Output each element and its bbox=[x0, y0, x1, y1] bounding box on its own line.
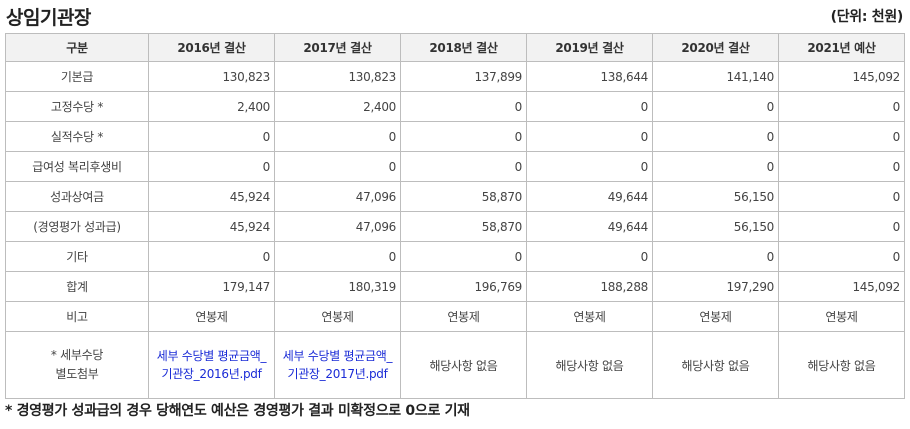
remarks-row: 비고 연봉제 연봉제 연봉제 연봉제 연봉제 연봉제 bbox=[5, 301, 905, 332]
table-cell: 0 bbox=[526, 241, 653, 272]
attachment-label-line1: * 세부수당 bbox=[50, 348, 104, 362]
table-cell: 0 bbox=[274, 121, 401, 152]
table-cell: 188,288 bbox=[526, 271, 653, 302]
page-title: 상임기관장 bbox=[6, 7, 91, 29]
table-cell: 0 bbox=[526, 91, 653, 122]
salary-table: 구분 2016년 결산 2017년 결산 2018년 결산 2019년 결산 2… bbox=[5, 33, 905, 399]
table-cell: 179,147 bbox=[148, 271, 275, 302]
header-category: 구분 bbox=[5, 33, 149, 62]
table-cell: 0 bbox=[778, 181, 905, 212]
table-cell: 연봉제 bbox=[526, 301, 653, 332]
table-cell: 0 bbox=[652, 151, 779, 182]
table-cell: 130,823 bbox=[148, 61, 275, 92]
row-label: 성과상여금 bbox=[5, 181, 149, 212]
row-label: 고정수당 * bbox=[5, 91, 149, 122]
table-cell: 2,400 bbox=[274, 91, 401, 122]
table-cell: 0 bbox=[400, 151, 527, 182]
row-label: (경영평가 성과급) bbox=[5, 211, 149, 242]
table-cell: 0 bbox=[400, 241, 527, 272]
table-cell: 세부 수당별 평균금액_기관장_2017년.pdf bbox=[274, 331, 401, 399]
table-cell: 0 bbox=[526, 121, 653, 152]
row-label: * 세부수당 별도첨부 bbox=[5, 331, 149, 399]
table-cell: 197,290 bbox=[652, 271, 779, 302]
table-cell: 0 bbox=[778, 91, 905, 122]
header-2019: 2019년 결산 bbox=[526, 33, 653, 62]
table-cell: 49,644 bbox=[526, 181, 653, 212]
table-cell: 0 bbox=[148, 241, 275, 272]
table-cell: 연봉제 bbox=[148, 301, 275, 332]
table-cell: 연봉제 bbox=[400, 301, 527, 332]
table-cell: 0 bbox=[778, 241, 905, 272]
unit-label: (단위: 천원) bbox=[830, 9, 904, 25]
table-cell: 47,096 bbox=[274, 181, 401, 212]
row-label: 기타 bbox=[5, 241, 149, 272]
footnote: * 경영평가 성과급의 경우 당해연도 예산은 경영평가 결과 미확정으로 0으… bbox=[5, 403, 470, 419]
table-cell: 58,870 bbox=[400, 181, 527, 212]
total-row: 합계 179,147 180,319 196,769 188,288 197,2… bbox=[5, 271, 905, 302]
table-cell: 145,092 bbox=[778, 271, 905, 302]
table-cell: 2,400 bbox=[148, 91, 275, 122]
table-row: 실적수당 * 0 0 0 0 0 0 bbox=[5, 121, 905, 152]
table-row: 기타 0 0 0 0 0 0 bbox=[5, 241, 905, 272]
table-cell: 130,823 bbox=[274, 61, 401, 92]
table-cell: 196,769 bbox=[400, 271, 527, 302]
table-cell: 연봉제 bbox=[652, 301, 779, 332]
table-cell: 해당사항 없음 bbox=[400, 331, 527, 399]
table-cell: 58,870 bbox=[400, 211, 527, 242]
table-cell: 0 bbox=[778, 151, 905, 182]
table-cell: 56,150 bbox=[652, 181, 779, 212]
row-label: 비고 bbox=[5, 301, 149, 332]
table-cell: 141,140 bbox=[652, 61, 779, 92]
table-cell: 연봉제 bbox=[778, 301, 905, 332]
table-cell: 해당사항 없음 bbox=[652, 331, 779, 399]
table-cell: 0 bbox=[148, 151, 275, 182]
table-cell: 해당사항 없음 bbox=[778, 331, 905, 399]
header-2016: 2016년 결산 bbox=[148, 33, 275, 62]
table-cell: 0 bbox=[778, 121, 905, 152]
header-2018: 2018년 결산 bbox=[400, 33, 527, 62]
table-cell: 0 bbox=[778, 211, 905, 242]
table-cell: 0 bbox=[148, 121, 275, 152]
header-row: 구분 2016년 결산 2017년 결산 2018년 결산 2019년 결산 2… bbox=[5, 33, 905, 62]
table-cell: 0 bbox=[652, 241, 779, 272]
header-2020: 2020년 결산 bbox=[652, 33, 779, 62]
table-cell: 45,924 bbox=[148, 181, 275, 212]
table-row: 급여성 복리후생비 0 0 0 0 0 0 bbox=[5, 151, 905, 182]
table-cell: 0 bbox=[400, 91, 527, 122]
attachment-link-2017[interactable]: 세부 수당별 평균금액_기관장_2017년.pdf bbox=[282, 349, 393, 381]
table-cell: 세부 수당별 평균금액_기관장_2016년.pdf bbox=[148, 331, 275, 399]
table-cell: 0 bbox=[400, 121, 527, 152]
row-label: 기본급 bbox=[5, 61, 149, 92]
table-cell: 0 bbox=[526, 151, 653, 182]
table-cell: 0 bbox=[274, 241, 401, 272]
table-cell: 0 bbox=[652, 121, 779, 152]
table-cell: 0 bbox=[274, 151, 401, 182]
table-cell: 연봉제 bbox=[274, 301, 401, 332]
row-label: 급여성 복리후생비 bbox=[5, 151, 149, 182]
row-label: 실적수당 * bbox=[5, 121, 149, 152]
table-cell: 138,644 bbox=[526, 61, 653, 92]
attachment-link-2016[interactable]: 세부 수당별 평균금액_기관장_2016년.pdf bbox=[156, 349, 267, 381]
table-cell: 해당사항 없음 bbox=[526, 331, 653, 399]
row-label: 합계 bbox=[5, 271, 149, 302]
header-2017: 2017년 결산 bbox=[274, 33, 401, 62]
table-cell: 56,150 bbox=[652, 211, 779, 242]
table-row: 기본급 130,823 130,823 137,899 138,644 141,… bbox=[5, 61, 905, 92]
table-row: (경영평가 성과급) 45,924 47,096 58,870 49,644 5… bbox=[5, 211, 905, 242]
header-2021: 2021년 예산 bbox=[778, 33, 905, 62]
table-cell: 137,899 bbox=[400, 61, 527, 92]
table-cell: 45,924 bbox=[148, 211, 275, 242]
table-row: 성과상여금 45,924 47,096 58,870 49,644 56,150… bbox=[5, 181, 905, 212]
table-cell: 47,096 bbox=[274, 211, 401, 242]
table-cell: 180,319 bbox=[274, 271, 401, 302]
attachment-label-line2: 별도첨부 bbox=[55, 367, 99, 381]
attachments-row: * 세부수당 별도첨부 세부 수당별 평균금액_기관장_2016년.pdf 세부… bbox=[5, 331, 905, 399]
table-cell: 0 bbox=[652, 91, 779, 122]
table-cell: 49,644 bbox=[526, 211, 653, 242]
table-cell: 145,092 bbox=[778, 61, 905, 92]
table-row: 고정수당 * 2,400 2,400 0 0 0 0 bbox=[5, 91, 905, 122]
